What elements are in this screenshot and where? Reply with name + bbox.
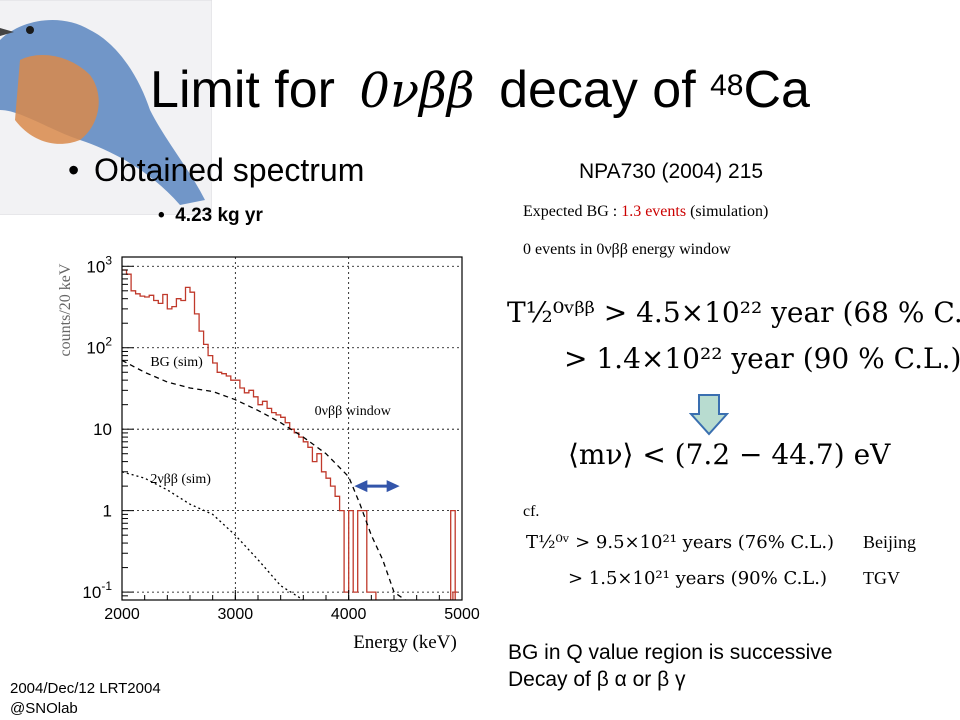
cf-label: cf. <box>523 503 540 520</box>
y-tick-label: 1 <box>103 502 112 521</box>
plot-frame <box>121 256 463 601</box>
bg-simulation-curve <box>121 359 406 601</box>
cf-beijing-limit: T½⁰ᵛ > 9.5×10²¹ years (76% C.L.) <box>526 532 835 553</box>
bullet1-text: Obtained spectrum <box>94 152 365 188</box>
bullet2-text: 4.23 kg yr <box>175 205 263 226</box>
note-line1: BG in Q value region is successive <box>508 641 833 664</box>
two-neutrino-simulation-curve <box>121 471 304 601</box>
half-life-limit-68: T½⁰ᵛᵝᵝ > 4.5×10²² year (68 % C.L.) <box>507 296 960 329</box>
bullet-obtained-spectrum: • Obtained spectrum <box>68 150 364 190</box>
y-tick-label: 10-1 <box>82 579 112 602</box>
half-life-limit-90: > 1.4×10²² year (90 % C.L.) <box>564 342 960 375</box>
expected-bg-label: Expected BG : <box>523 203 622 220</box>
bg-sim-annotation: BG (sim) <box>150 355 203 370</box>
note-line2: Decay of β α or β γ <box>508 668 686 691</box>
down-arrow-icon <box>689 394 729 436</box>
y-tick-exponent: 3 <box>105 253 112 267</box>
neutrino-mass-limit: ⟨mν⟩ < (7.2 − 44.7) eV <box>568 438 891 471</box>
x-tick-label: 2000 <box>104 606 140 623</box>
title-mass-number: 48 <box>710 69 744 102</box>
bullet-dot: • <box>68 152 80 188</box>
measured-spectrum-histogram <box>122 269 458 600</box>
x-tick-label: 3000 <box>218 606 254 623</box>
footer-venue: @SNOlab <box>10 700 78 717</box>
y-tick-exponent: 2 <box>105 335 112 349</box>
y-tick-base: 1 <box>103 502 112 521</box>
x-tick-label: 4000 <box>331 606 367 623</box>
window-arrow-right-head <box>386 480 400 493</box>
y-tick-label: 10 <box>93 420 112 439</box>
y-tick-base: 10 <box>86 339 105 358</box>
title-element: Ca <box>743 61 810 119</box>
y-tick-label: 102 <box>86 335 112 358</box>
cf-tgv-limit: > 1.5×10²¹ years (90% C.L.) <box>568 568 827 589</box>
cf-tgv-label: TGV <box>863 568 900 588</box>
y-tick-label: 103 <box>86 253 112 276</box>
footer-date-conference: 2004/Dec/12 LRT2004 <box>10 680 161 697</box>
title-decay-symbol: 0νββ <box>359 63 475 119</box>
y-axis-label: counts/20 keV <box>57 263 74 356</box>
title-suffix: decay of <box>484 61 711 119</box>
title-prefix: Limit for <box>150 61 350 119</box>
y-tick-base: 10 <box>82 583 101 602</box>
expected-bg-value: 1.3 events <box>621 203 687 220</box>
x-tick-label: 5000 <box>444 606 480 623</box>
x-axis-label: Energy (keV) <box>353 632 457 653</box>
chart-plot-area: BG (sim) 0νββ window 2νββ (sim) <box>121 269 458 601</box>
window-annotation: 0νββ window <box>315 404 392 419</box>
y-tick-base: 10 <box>86 257 105 276</box>
bullet-exposure: • 4.23 kg yr <box>158 205 263 226</box>
y-tick-exponent: -1 <box>101 579 112 593</box>
window-events-line: 0 events in 0νββ energy window <box>523 241 731 258</box>
q-value-note: BG in Q value region is successive Decay… <box>508 639 832 693</box>
footer: 2004/Dec/12 LRT2004 @SNOlab <box>10 679 161 719</box>
cf-beijing-label: Beijing <box>863 532 916 552</box>
y-tick-base: 10 <box>93 420 112 439</box>
window-arrow-left-head <box>354 480 368 493</box>
energy-spectrum-chart: BG (sim) 0νββ window 2νββ (sim) 2000 3000 40… <box>57 253 480 653</box>
expected-bg-note: (simulation) <box>686 203 769 220</box>
bluebird-image <box>0 0 212 215</box>
slide-title: Limit for 0νββ decay of 48Ca <box>0 58 960 123</box>
reference-citation: NPA730 (2004) 215 <box>579 160 764 183</box>
chart-grid <box>122 257 462 600</box>
expected-bg-line: Expected BG : 1.3 events (simulation) <box>523 203 768 221</box>
two-neutrino-annotation: 2νββ (sim) <box>150 472 211 487</box>
